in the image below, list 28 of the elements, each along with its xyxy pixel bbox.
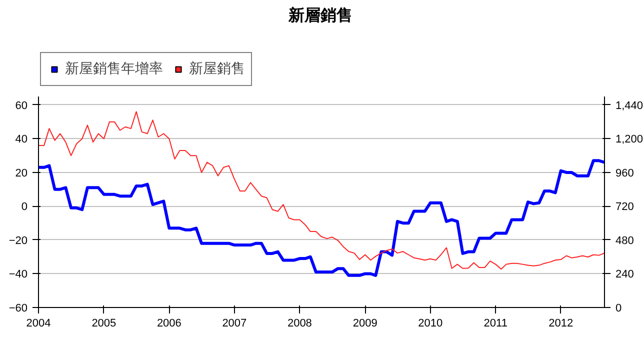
x-tick-label: 2011 xyxy=(484,318,508,330)
y-tick-label: 20 xyxy=(15,167,28,180)
legend-label: 新屋銷售年增率 xyxy=(65,60,163,78)
y-tick-label: 40 xyxy=(15,134,28,146)
line-series xyxy=(38,111,604,270)
y2-tick-label: 1,200 xyxy=(616,134,644,146)
chart-title: 新層銷售 xyxy=(288,6,352,24)
x-tick-label: 2010 xyxy=(418,318,443,330)
y2-tick-label: 720 xyxy=(616,201,634,214)
y2-tick-label: 240 xyxy=(616,268,634,281)
y2-tick-label: 480 xyxy=(616,234,634,247)
y2-tick-label: 960 xyxy=(616,167,634,180)
legend-label: 新屋銷售 xyxy=(189,60,245,78)
x-tick-label: 2012 xyxy=(548,318,574,330)
x-tick-label: 2005 xyxy=(92,318,116,330)
line-series xyxy=(38,159,604,277)
y-tick-label: 0 xyxy=(21,201,28,214)
x-tick-label: 2009 xyxy=(352,318,378,330)
x-tick-label: 2007 xyxy=(222,318,247,330)
y-tick-label: −60 xyxy=(8,302,28,314)
x-tick-label: 2004 xyxy=(26,318,51,330)
y2-tick-label: 0 xyxy=(616,302,622,314)
y-tick-label: −20 xyxy=(8,234,28,247)
y2-tick-label: 1,440 xyxy=(616,100,644,112)
x-tick-label: 2006 xyxy=(156,318,182,330)
y-tick-label: 60 xyxy=(15,100,28,112)
x-tick-label: 2008 xyxy=(287,318,312,330)
y-tick-label: −40 xyxy=(8,268,28,281)
